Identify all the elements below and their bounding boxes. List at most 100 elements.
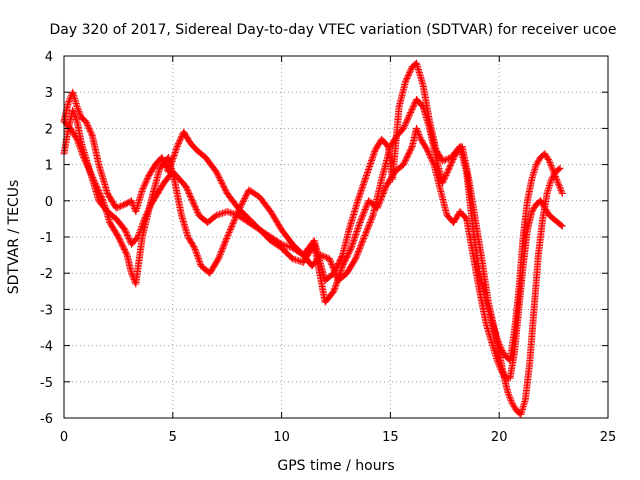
interpolated-point <box>370 151 378 159</box>
interpolated-point <box>441 173 449 181</box>
interpolated-point <box>356 243 364 251</box>
interpolated-point <box>122 250 130 258</box>
interpolated-point <box>95 187 103 195</box>
interpolated-point <box>87 171 95 179</box>
interpolated-point <box>235 206 243 214</box>
data-point <box>445 164 453 172</box>
interpolated-point <box>193 250 201 258</box>
data-point <box>504 389 512 397</box>
interpolated-point <box>218 246 226 254</box>
interpolated-point <box>507 396 515 404</box>
interpolated-point <box>219 209 227 217</box>
interpolated-point <box>78 150 86 158</box>
interpolated-point <box>511 404 519 412</box>
interpolated-point <box>238 200 246 208</box>
interpolated-point <box>363 170 371 178</box>
interpolated-point <box>414 128 422 136</box>
interpolated-point <box>82 158 90 166</box>
interpolated-point <box>352 229 360 237</box>
interpolated-point <box>367 217 375 225</box>
interpolated-point <box>74 104 82 112</box>
interpolated-point <box>222 187 230 195</box>
interpolated-point <box>91 178 99 186</box>
interpolated-point <box>354 223 362 231</box>
interpolated-point <box>429 159 437 167</box>
interpolated-point <box>548 163 556 171</box>
interpolated-point <box>352 253 360 261</box>
interpolated-point <box>361 205 369 213</box>
chart-title: Day 320 of 2017, Sidereal Day-to-day VTE… <box>50 22 617 38</box>
interpolated-point <box>76 143 84 151</box>
interpolated-point <box>215 253 223 261</box>
interpolated-point <box>439 177 447 185</box>
interpolated-point <box>218 179 226 187</box>
interpolated-point <box>353 252 361 260</box>
interpolated-point <box>363 168 371 176</box>
interpolated-point <box>125 236 133 244</box>
interpolated-point <box>443 169 451 177</box>
interpolated-point <box>529 206 537 214</box>
interpolated-point <box>193 207 201 215</box>
interpolated-point <box>217 210 225 218</box>
data-point <box>173 143 181 150</box>
data-point <box>138 186 146 194</box>
interpolated-point <box>170 151 178 159</box>
interpolated-point <box>440 176 448 184</box>
data-point <box>86 168 94 176</box>
y-tick-label: -1 <box>40 231 53 246</box>
interpolated-point <box>173 144 181 152</box>
data-point <box>188 197 196 205</box>
x-tick-label: 25 <box>600 430 617 445</box>
interpolated-point <box>321 253 329 261</box>
y-tick-label: 0 <box>45 195 53 210</box>
data-point <box>556 164 564 172</box>
interpolated-point <box>350 235 358 243</box>
interpolated-point <box>442 171 450 179</box>
data-point <box>93 182 101 190</box>
interpolated-point <box>172 145 180 153</box>
interpolated-point <box>358 214 366 222</box>
interpolated-point <box>358 185 366 193</box>
interpolated-point <box>448 158 456 166</box>
interpolated-point <box>172 147 180 155</box>
interpolated-point <box>217 247 225 255</box>
interpolated-point <box>505 392 513 400</box>
interpolated-point <box>75 141 83 149</box>
interpolated-point <box>171 148 179 156</box>
interpolated-point <box>362 173 370 181</box>
interpolated-point <box>556 185 564 193</box>
interpolated-point <box>87 129 95 137</box>
interpolated-point <box>88 130 96 138</box>
interpolated-point <box>65 98 73 106</box>
data-point <box>112 204 120 212</box>
interpolated-point <box>348 242 356 250</box>
y-tick-label: 4 <box>45 50 53 65</box>
interpolated-point <box>97 191 105 199</box>
interpolated-point <box>414 129 422 137</box>
interpolated-point <box>118 202 126 210</box>
interpolated-point <box>93 184 101 192</box>
interpolated-point <box>530 205 538 213</box>
interpolated-point <box>326 256 334 264</box>
interpolated-point <box>509 401 517 409</box>
interpolated-point <box>171 150 179 158</box>
interpolated-point <box>71 111 79 119</box>
interpolated-point <box>424 148 432 156</box>
interpolated-point <box>450 154 458 162</box>
interpolated-point <box>407 108 415 116</box>
interpolated-point <box>370 149 378 157</box>
interpolated-point <box>368 157 376 165</box>
data-point <box>127 269 135 277</box>
data-point <box>158 153 166 161</box>
interpolated-point <box>357 242 365 250</box>
interpolated-point <box>409 104 417 112</box>
interpolated-point <box>220 182 228 190</box>
interpolated-point <box>232 214 240 222</box>
interpolated-point <box>360 177 368 185</box>
data-point <box>80 153 88 161</box>
data-point <box>537 197 545 205</box>
interpolated-point <box>228 223 236 231</box>
interpolated-point <box>327 259 335 267</box>
interpolated-point <box>176 137 184 145</box>
interpolated-point <box>77 147 85 155</box>
